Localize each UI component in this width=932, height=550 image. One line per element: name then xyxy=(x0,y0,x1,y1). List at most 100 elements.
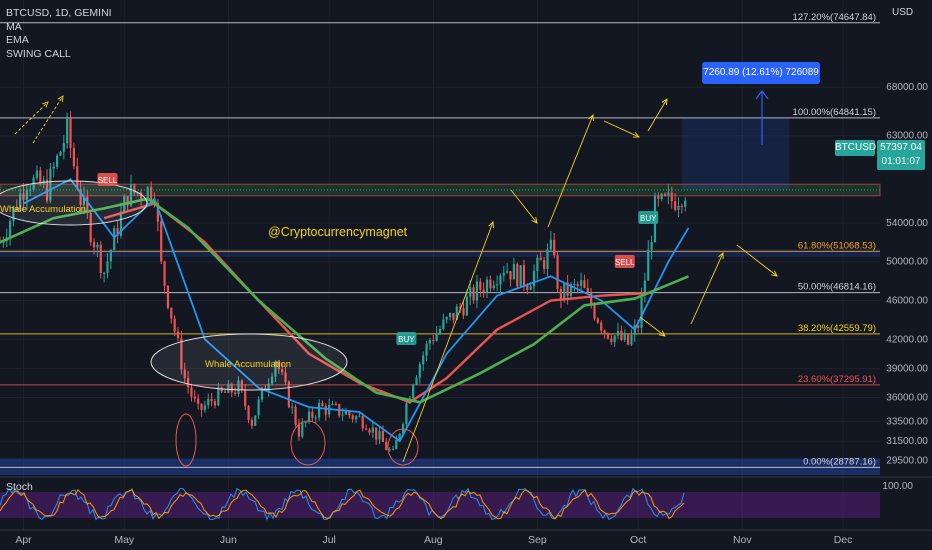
candle-body xyxy=(442,319,445,329)
candle-body xyxy=(509,271,512,280)
candle-body xyxy=(385,441,388,450)
fib-label: 0.00%(28787.16) xyxy=(803,456,876,467)
arrow-head xyxy=(42,101,49,108)
candle-body xyxy=(519,265,522,287)
fib-label: 127.20%(74647.84) xyxy=(793,12,876,23)
candle-body xyxy=(186,378,190,388)
signal-label: SELL xyxy=(98,176,118,185)
candle-body xyxy=(445,317,448,320)
price-tick-label: 54000.00 xyxy=(886,218,928,229)
whale-ellipse-2 xyxy=(150,333,348,391)
candle-body xyxy=(52,166,55,169)
candle-body xyxy=(482,289,485,293)
price-tick-label: 63000.00 xyxy=(886,131,928,142)
candle-body xyxy=(563,282,566,300)
candle-body xyxy=(69,116,72,148)
indicator-lines xyxy=(0,178,690,443)
candle-body xyxy=(596,318,599,323)
candle-body xyxy=(371,427,374,433)
candle-body xyxy=(183,369,186,379)
candle-body xyxy=(422,355,425,365)
signal-label: BUY xyxy=(640,214,657,223)
candle-body xyxy=(358,416,361,418)
signal-badge xyxy=(396,332,417,345)
measure-arrow-head xyxy=(755,90,769,100)
candle-body xyxy=(210,398,213,402)
candle-body xyxy=(341,414,344,416)
candle-body xyxy=(156,202,159,222)
candle-body xyxy=(472,287,475,301)
candle-body xyxy=(317,403,321,418)
arrow-head xyxy=(771,270,778,277)
candle-body xyxy=(116,228,119,237)
candle-body xyxy=(663,193,667,196)
trend-arrow xyxy=(14,101,49,135)
candle-body xyxy=(230,383,233,393)
candle-body xyxy=(49,168,52,201)
candle-body xyxy=(297,424,301,437)
candle-body xyxy=(291,406,294,408)
trend-arrow xyxy=(690,252,724,325)
candle-body xyxy=(640,295,643,328)
price-tick-label: 68000.00 xyxy=(886,82,928,93)
stoch-pane: 100.00 xyxy=(0,476,932,521)
candle-body xyxy=(435,333,438,341)
candle-body xyxy=(643,280,646,296)
candle-body xyxy=(109,250,112,262)
candle-body xyxy=(223,391,227,393)
candle-body xyxy=(680,205,683,207)
resistance-zone xyxy=(0,183,881,197)
trend-arrow xyxy=(603,120,640,138)
candle-body xyxy=(539,257,542,261)
candle-body xyxy=(281,369,284,373)
arrow-head xyxy=(57,95,64,103)
fib-label: 50.00%(46814.16) xyxy=(798,282,876,293)
candle-body xyxy=(566,282,569,296)
candle-body xyxy=(244,390,247,407)
price-tick-label: 42000.00 xyxy=(886,334,928,345)
candle-body xyxy=(344,411,348,415)
candle-body xyxy=(35,170,39,178)
candle-body xyxy=(455,306,458,320)
candle-body xyxy=(139,192,143,199)
candle-body xyxy=(257,399,260,416)
candle-body xyxy=(569,284,573,296)
trend-arrow xyxy=(736,244,778,277)
candle-body xyxy=(405,403,408,425)
legend-indicator-ema[interactable]: EMA xyxy=(6,34,29,46)
candle-body xyxy=(12,206,15,222)
candle-body xyxy=(378,431,381,440)
candle-body xyxy=(660,193,663,200)
candle-body xyxy=(516,264,519,287)
bottom-circle xyxy=(175,413,197,467)
candle-body xyxy=(166,285,170,308)
signal-badge xyxy=(638,211,659,224)
candle-body xyxy=(55,155,59,167)
candle-body xyxy=(522,265,526,286)
candle-body xyxy=(133,184,136,193)
candle-body xyxy=(593,305,596,319)
arrow-head xyxy=(632,132,640,138)
candle-body xyxy=(506,271,509,273)
candle-body xyxy=(207,398,210,406)
candle-body xyxy=(626,333,630,345)
trend-arrow xyxy=(32,95,64,144)
trend-arrow xyxy=(510,189,538,224)
candle-body xyxy=(119,211,123,237)
price-axis[interactable]: 29500.00 31500.00 33500.00 36000.00 39000.00… xyxy=(886,82,928,466)
legend-indicator-ma[interactable]: MA xyxy=(6,20,22,33)
candles xyxy=(0,111,687,452)
candle-body xyxy=(526,285,529,290)
time-tick-label: Nov xyxy=(733,534,752,546)
stoch-label[interactable]: Stoch xyxy=(6,481,33,493)
candle-body xyxy=(287,381,290,408)
candle-body xyxy=(677,205,680,210)
legend-symbol[interactable]: BTCUSD, 1D, GEMINI xyxy=(6,7,112,19)
candle-body xyxy=(412,384,415,399)
candle-body xyxy=(495,284,499,286)
candle-body xyxy=(213,401,217,406)
currency-label[interactable]: USD xyxy=(892,7,914,18)
legend-indicator-swing[interactable]: SWING CALL xyxy=(6,47,71,60)
time-axis[interactable]: Apr May Jun Jul Aug Sep Oct Nov Dec xyxy=(0,529,932,546)
